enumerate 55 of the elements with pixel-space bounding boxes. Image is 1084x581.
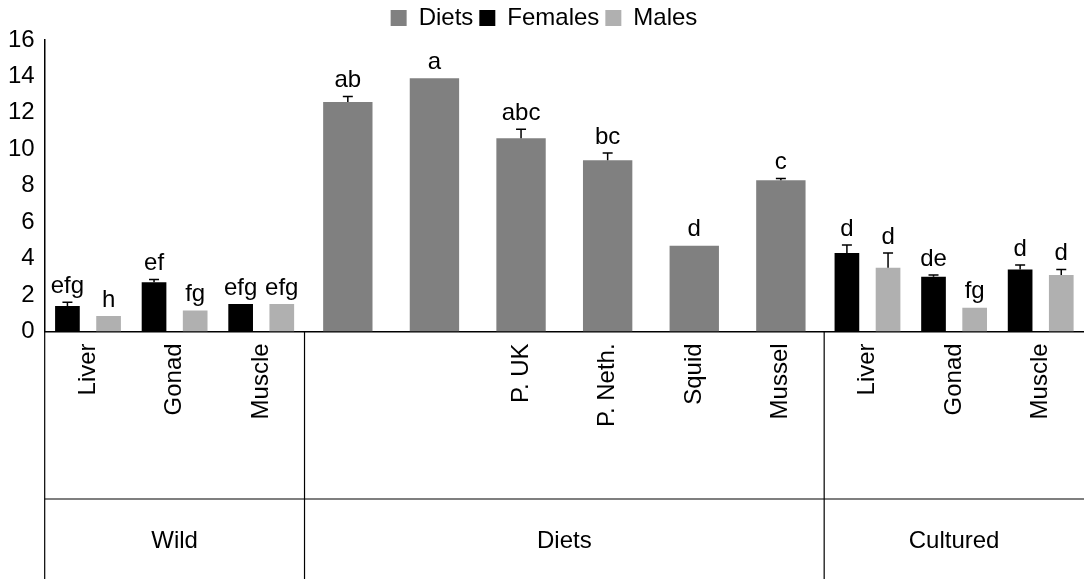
- y-tick-label: 4: [21, 243, 35, 271]
- y-tick-label: 2: [21, 279, 35, 307]
- bar: [96, 315, 121, 332]
- y-tick-label: 6: [21, 206, 35, 234]
- legend-label: Diets: [418, 2, 474, 30]
- text: Cultured: [908, 525, 1000, 553]
- data-label: d: [687, 214, 701, 242]
- data-label: h: [101, 284, 116, 312]
- data-label: de: [920, 243, 947, 271]
- y-tick-label: 14: [7, 61, 35, 89]
- x-tick-label: Muscle: [1025, 343, 1053, 420]
- x-tick-label: Liver: [852, 343, 880, 396]
- bar: [875, 267, 901, 332]
- data-label: ef: [144, 248, 165, 276]
- y-tick-label: 0: [21, 316, 35, 344]
- y-tick-label: 8: [21, 170, 35, 198]
- data-label: ab: [334, 65, 362, 93]
- y-tick-label: 10: [7, 133, 35, 161]
- data-label: abc: [501, 97, 541, 125]
- data-label: d: [840, 213, 854, 241]
- data-label: d: [1054, 238, 1068, 266]
- bar: [962, 307, 987, 332]
- bar: [496, 138, 546, 332]
- x-tick-label: Gonad: [938, 343, 966, 416]
- x-tick-label: Squid: [678, 343, 706, 405]
- bar: [323, 101, 373, 332]
- data-label: c: [774, 147, 787, 175]
- x-tick-label: Gonad: [159, 343, 187, 416]
- x-tick-label: P. UK: [505, 343, 533, 403]
- y-tick-label: 16: [7, 24, 35, 52]
- bar: [669, 245, 719, 332]
- data-label: fg: [964, 276, 985, 304]
- x-tick-label: Muscle: [245, 343, 273, 420]
- x-tick-label: P. Neth.: [592, 343, 620, 428]
- bar: [582, 160, 633, 332]
- data-label: fg: [185, 279, 206, 307]
- data-label: efg: [50, 270, 85, 298]
- x-tick-label: Mussel: [765, 343, 793, 420]
- text: Diets: [537, 525, 592, 553]
- text: Wild: [151, 525, 198, 553]
- data-label: d: [881, 221, 895, 249]
- bar: [756, 180, 806, 332]
- legend-label: Males: [633, 2, 698, 30]
- data-label: efg: [265, 272, 299, 300]
- y-tick-label: 12: [7, 97, 35, 125]
- data-label: a: [427, 46, 442, 74]
- data-label: bc: [594, 121, 621, 149]
- bar: [1048, 274, 1074, 332]
- x-tick-label: Liver: [72, 343, 100, 396]
- bar: [409, 78, 460, 332]
- data-label: efg: [223, 272, 258, 300]
- data-label: d: [1013, 233, 1027, 261]
- bar: [182, 310, 208, 332]
- legend-label: Females: [507, 2, 600, 30]
- bar: [269, 304, 295, 332]
